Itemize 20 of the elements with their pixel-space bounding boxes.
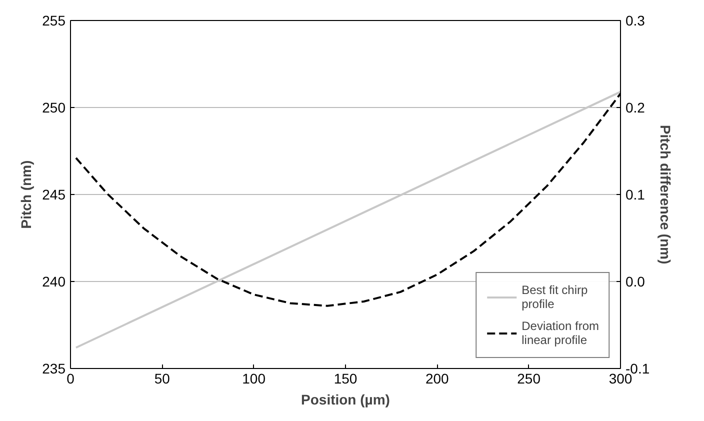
y-tick-label: 255 bbox=[42, 12, 66, 28]
y2-tick-label: 0.1 bbox=[626, 186, 646, 202]
y-tick-label: 240 bbox=[42, 274, 66, 290]
legend-label: Deviation from linear profile bbox=[522, 319, 599, 347]
x-tick-label: 50 bbox=[154, 370, 170, 386]
y-axis-title: Pitch (nm) bbox=[18, 160, 34, 229]
y2-tick-label: 0.2 bbox=[626, 100, 646, 116]
x-tick-label: 200 bbox=[425, 370, 450, 386]
y2-axis-title: Pitch difference (nm) bbox=[658, 124, 674, 264]
y-tick-label: 235 bbox=[42, 360, 66, 376]
y2-tick-label: 0.3 bbox=[626, 12, 646, 28]
legend-label: Best fit chirp profile bbox=[522, 283, 588, 311]
y-tick-label: 250 bbox=[42, 100, 66, 116]
y-tick-label: 245 bbox=[42, 186, 66, 202]
x-tick-label: 150 bbox=[334, 370, 358, 386]
x-tick-label: 0 bbox=[66, 370, 75, 386]
x-axis-title: Position (µm) bbox=[301, 392, 390, 408]
x-tick-label: 100 bbox=[242, 370, 266, 386]
y2-tick-label: 0.0 bbox=[626, 274, 646, 290]
x-tick-label: 250 bbox=[517, 370, 541, 386]
